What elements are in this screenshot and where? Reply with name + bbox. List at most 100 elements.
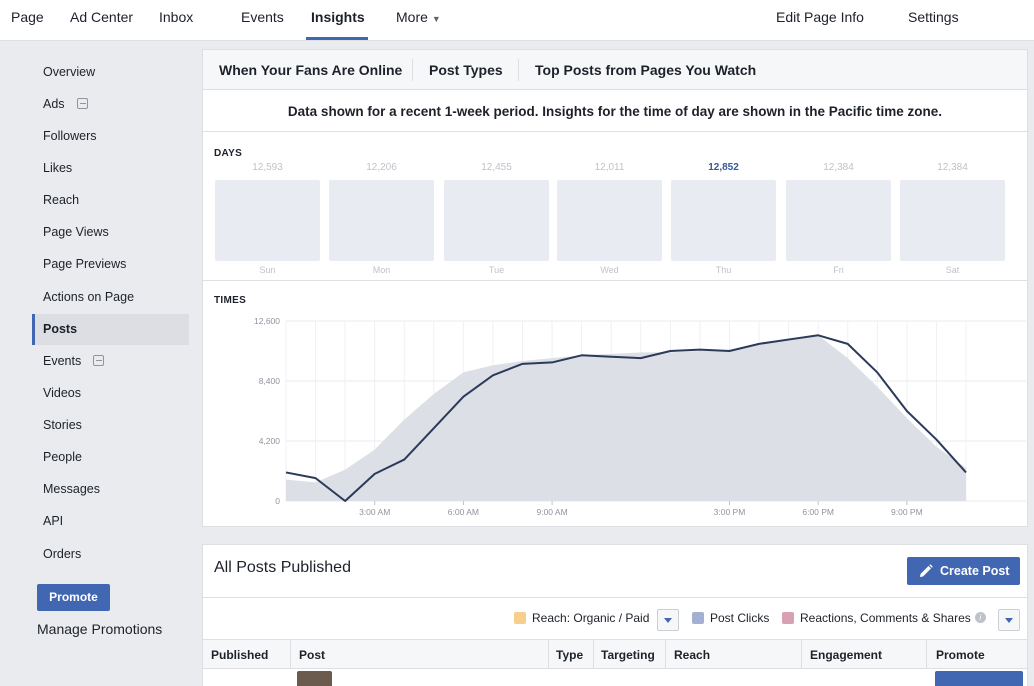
posts-divider — [203, 597, 1027, 598]
day-column[interactable]: 12,852 Thu — [671, 160, 776, 275]
section-divider — [203, 280, 1027, 281]
column-divider — [665, 640, 666, 669]
sidebar-item-api[interactable]: API — [32, 506, 189, 537]
sidebar-item-label: Posts — [43, 322, 78, 336]
day-value-label: 12,206 — [366, 162, 397, 173]
create-post-label: Create Post — [940, 564, 1010, 578]
legend-post-clicks: Post Clicks — [692, 611, 769, 625]
sidebar-item-label: Stories — [43, 418, 82, 432]
day-column[interactable]: 12,593 Sun — [215, 160, 320, 275]
posts-table-header: Published Post Type Targeting Reach Enga… — [203, 639, 1027, 669]
nav-settings[interactable]: Settings — [908, 9, 959, 25]
column-post[interactable]: Post — [299, 648, 326, 662]
sidebar-item-label: Videos — [43, 386, 81, 400]
x-tick-label: 9:00 PM — [891, 507, 923, 517]
column-targeting[interactable]: Targeting — [601, 648, 655, 662]
column-divider — [801, 640, 802, 669]
day-name-label: Mon — [372, 265, 391, 275]
sidebar-item-label: Ads — [43, 97, 65, 111]
x-tick-label: 9:00 AM — [536, 507, 567, 517]
create-post-button[interactable]: Create Post — [907, 557, 1020, 585]
info-icon[interactable]: i — [974, 612, 986, 624]
legend-label: Post Clicks — [710, 611, 770, 625]
sidebar-item-events[interactable]: Events — [32, 346, 189, 377]
tab-divider — [518, 59, 519, 81]
timezone-notice: Data shown for a recent 1-week period. I… — [203, 91, 1027, 132]
legend-swatch-reach — [514, 611, 526, 624]
sidebar-item-label: Page Views — [43, 225, 109, 239]
sidebar-item-followers[interactable]: Followers — [32, 121, 189, 152]
column-type[interactable]: Type — [556, 648, 584, 662]
sidebar-item-actions-on-page[interactable]: Actions on Page — [32, 282, 189, 313]
y-tick-label: 12,600 — [254, 316, 280, 326]
sidebar-item-label: Events — [43, 354, 82, 368]
day-column[interactable]: 12,384 Sat — [900, 160, 1005, 275]
x-tick-label: 3:00 AM — [359, 507, 390, 517]
sidebar-item-likes[interactable]: Likes — [32, 153, 189, 184]
promote-button[interactable]: Promote — [37, 584, 110, 611]
reach-metric-dropdown[interactable] — [657, 609, 679, 631]
insights-card: When Your Fans Are Online Post Types Top… — [202, 49, 1028, 527]
sidebar-item-posts[interactable]: Posts — [32, 314, 189, 345]
nav-edit-page-info[interactable]: Edit Page Info — [776, 9, 864, 25]
column-divider — [290, 640, 291, 669]
legend-swatch-reactions — [782, 611, 794, 624]
boost-post-button[interactable] — [935, 671, 1023, 686]
sidebar-item-videos[interactable]: Videos — [32, 378, 189, 409]
nav-page[interactable]: Page — [11, 9, 44, 25]
sidebar-item-orders[interactable]: Orders — [32, 539, 189, 570]
nav-insights[interactable]: Insights — [311, 9, 365, 25]
sidebar-item-page-previews[interactable]: Page Previews — [32, 249, 189, 280]
times-label: TIMES — [214, 295, 247, 306]
day-box — [329, 180, 434, 261]
sidebar-item-ads[interactable]: Ads — [32, 89, 189, 120]
sidebar-item-messages[interactable]: Messages — [32, 474, 189, 505]
day-box — [557, 180, 662, 261]
column-promote[interactable]: Promote — [936, 648, 985, 662]
sidebar-item-label: Followers — [43, 129, 97, 143]
nav-more[interactable]: More ▼ — [396, 9, 441, 25]
nav-inbox[interactable]: Inbox — [159, 9, 194, 25]
sidebar-item-reach[interactable]: Reach — [32, 185, 189, 216]
tab-top-posts[interactable]: Top Posts from Pages You Watch — [535, 62, 757, 78]
column-engagement[interactable]: Engagement — [810, 648, 883, 662]
post-thumbnail[interactable] — [297, 671, 332, 686]
tab-when-fans-online[interactable]: When Your Fans Are Online — [219, 62, 403, 78]
day-value-label: 12,852 — [708, 162, 739, 173]
day-box — [215, 180, 320, 261]
all-posts-title: All Posts Published — [214, 559, 351, 576]
column-reach[interactable]: Reach — [674, 648, 711, 662]
external-link-icon — [76, 98, 88, 110]
column-divider — [926, 640, 927, 669]
tab-post-types[interactable]: Post Types — [429, 62, 503, 78]
sidebar-item-people[interactable]: People — [32, 442, 189, 473]
sidebar-item-overview[interactable]: Overview — [32, 57, 189, 88]
day-column[interactable]: 12,206 Mon — [329, 160, 434, 275]
nav-events[interactable]: Events — [241, 9, 284, 25]
sidebar-item-label: API — [43, 514, 64, 528]
sidebar-item-label: Actions on Page — [43, 290, 135, 304]
day-name-label: Wed — [600, 265, 619, 275]
chevron-down-icon: ▼ — [431, 14, 441, 24]
all-posts-card: All Posts Published Create Post Reach: O… — [202, 544, 1028, 686]
sidebar-item-label: Page Previews — [43, 257, 127, 271]
day-value-label: 12,593 — [252, 162, 283, 173]
column-published[interactable]: Published — [211, 648, 269, 662]
sidebar-item-label: Messages — [43, 482, 100, 496]
day-value-label: 12,384 — [937, 162, 968, 173]
engagement-metric-dropdown[interactable] — [998, 609, 1020, 631]
day-name-label: Fri — [833, 265, 844, 275]
tab-divider — [412, 59, 413, 81]
manage-promotions-link[interactable]: Manage Promotions — [37, 621, 163, 637]
legend-swatch-clicks — [692, 611, 704, 624]
day-column[interactable]: 12,455 Tue — [444, 160, 549, 275]
day-name-label: Tue — [488, 265, 505, 275]
day-column[interactable]: 12,384 Fri — [786, 160, 891, 275]
sidebar-item-stories[interactable]: Stories — [32, 410, 189, 441]
day-value-label: 12,384 — [823, 162, 854, 173]
day-column[interactable]: 12,011 Wed — [557, 160, 662, 275]
nav-ad-center[interactable]: Ad Center — [70, 9, 134, 25]
day-box — [786, 180, 891, 261]
sidebar-item-page-views[interactable]: Page Views — [32, 217, 189, 248]
legend-label: Reactions, Comments & Shares — [800, 611, 971, 625]
